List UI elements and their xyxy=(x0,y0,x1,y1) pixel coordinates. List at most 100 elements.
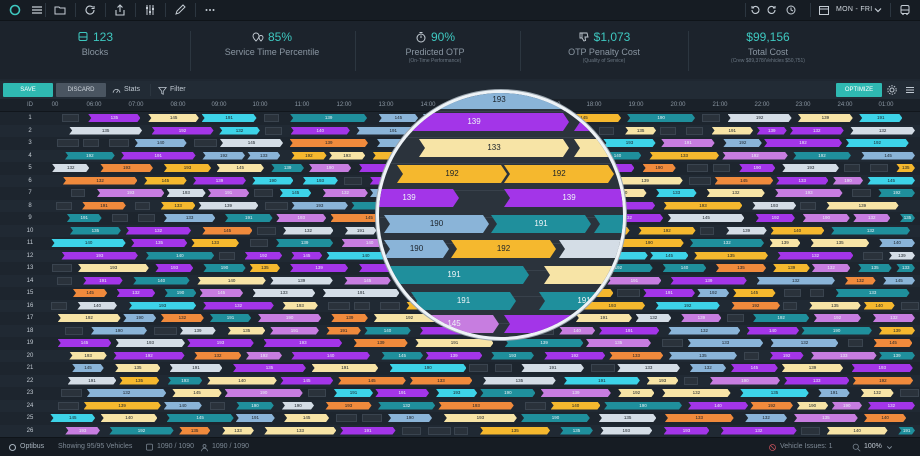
trip-block[interactable]: 192 xyxy=(753,314,809,322)
trip-block[interactable]: 190 xyxy=(832,402,862,410)
trip-block[interactable]: 139 xyxy=(193,177,246,185)
trip-block[interactable]: 190 xyxy=(91,327,147,335)
trip-block[interactable]: 192 xyxy=(728,114,792,122)
trip-block[interactable]: 132 xyxy=(771,339,839,347)
magnified-trip-block[interactable]: 193 xyxy=(399,91,599,109)
trip-block[interactable]: 191 xyxy=(643,289,695,297)
trip-block[interactable]: 135 xyxy=(669,352,737,360)
trip-block[interactable]: 132 xyxy=(845,277,876,285)
magnified-trip-block[interactable]: 190 xyxy=(384,215,489,233)
trip-block[interactable]: 192 xyxy=(374,314,445,322)
magnified-trip-block[interactable]: 192 xyxy=(451,240,556,258)
trip-block[interactable]: 190 xyxy=(710,377,780,385)
magnified-trip-block[interactable]: 191 xyxy=(539,292,626,310)
trip-block[interactable]: 192 xyxy=(697,289,729,297)
magnified-trip-block[interactable] xyxy=(544,266,626,284)
trip-block[interactable]: 191 xyxy=(170,364,223,372)
trip-block[interactable]: 193 xyxy=(61,252,137,260)
trip-block[interactable]: 135 xyxy=(70,227,121,235)
magnified-trip-block[interactable]: 192 xyxy=(397,165,507,183)
trip-block[interactable]: 192 xyxy=(245,252,283,260)
trip-block[interactable]: 193 xyxy=(325,402,371,410)
trip-block[interactable]: 135 xyxy=(119,377,159,385)
magnified-trip-block[interactable]: 190 xyxy=(384,240,449,258)
trip-block[interactable]: 190 xyxy=(739,164,775,172)
trip-block[interactable]: 140 xyxy=(879,239,915,247)
trip-block[interactable]: 193 xyxy=(168,377,202,385)
trip-block[interactable]: 132 xyxy=(126,227,191,235)
trip-block[interactable]: 191 xyxy=(334,389,373,397)
trip-block[interactable]: 145 xyxy=(280,189,311,197)
trip-block[interactable]: 193 xyxy=(155,264,193,272)
trip-block[interactable]: 193 xyxy=(78,264,149,272)
trip-block[interactable]: 132 xyxy=(790,127,844,135)
trip-block[interactable]: 132 xyxy=(63,177,138,185)
trip-block[interactable]: 132 xyxy=(873,314,915,322)
trip-block[interactable]: 140 xyxy=(164,402,202,410)
trip-block[interactable]: 191 xyxy=(67,214,102,222)
trip-block[interactable]: 190 xyxy=(236,402,274,410)
trip-block[interactable]: 190 xyxy=(803,214,850,222)
trip-block[interactable]: 135 xyxy=(858,264,891,272)
trip-block[interactable]: 133 xyxy=(688,339,763,347)
trip-block[interactable]: 140 xyxy=(688,402,748,410)
trip-block[interactable]: 133 xyxy=(222,427,254,435)
trip-block[interactable]: 135 xyxy=(228,327,266,335)
trip-block[interactable]: 133 xyxy=(247,152,280,160)
trip-block[interactable]: 191 xyxy=(859,114,902,122)
trip-block[interactable]: 135 xyxy=(480,427,550,435)
trip-block[interactable]: 145 xyxy=(650,252,689,260)
trip-block[interactable]: 145 xyxy=(50,414,95,422)
trip-block[interactable]: 191 xyxy=(564,377,640,385)
trip-block[interactable]: 139 xyxy=(270,277,332,285)
trip-block[interactable]: 140 xyxy=(146,252,215,260)
trip-block[interactable]: 145 xyxy=(715,177,774,185)
trip-block[interactable]: 193 xyxy=(69,352,106,360)
trip-block[interactable]: 132 xyxy=(831,227,910,235)
trip-block[interactable]: 191 xyxy=(270,327,319,335)
magnified-trip-block[interactable] xyxy=(574,139,626,157)
trip-block[interactable]: 193 xyxy=(438,402,513,410)
magnified-trip-block[interactable]: 192 xyxy=(504,165,614,183)
trip-block[interactable]: 139 xyxy=(889,252,915,260)
trip-block[interactable]: 191 xyxy=(712,127,754,135)
trip-block[interactable]: 133 xyxy=(896,264,915,272)
trip-block[interactable]: 191 xyxy=(415,339,493,347)
trip-block[interactable]: 192 xyxy=(638,227,695,235)
trip-block[interactable]: 145 xyxy=(861,152,915,160)
trip-block[interactable]: 132 xyxy=(219,127,260,135)
trip-block[interactable]: 145 xyxy=(73,289,107,297)
trip-block[interactable]: 193 xyxy=(491,352,534,360)
trip-block[interactable]: 191 xyxy=(607,277,661,285)
trip-block[interactable]: 192 xyxy=(750,402,793,410)
trip-block[interactable]: 193 xyxy=(116,339,185,347)
trip-block[interactable]: 191 xyxy=(898,427,915,435)
trip-block[interactable]: 190 xyxy=(258,314,321,322)
optimize-button[interactable]: OPTIMIZE xyxy=(836,83,882,97)
trip-block[interactable]: 139 xyxy=(541,389,611,397)
trip-block[interactable]: 145 xyxy=(284,414,329,422)
trip-block[interactable]: 192 xyxy=(109,427,173,435)
trip-block[interactable]: 139 xyxy=(757,127,787,135)
trip-block[interactable]: 192 xyxy=(618,389,654,397)
trip-block[interactable]: 193 xyxy=(97,189,164,197)
stats-toggle[interactable]: Stats xyxy=(112,83,140,97)
trip-block[interactable]: 193 xyxy=(167,189,206,197)
trip-block[interactable]: 133 xyxy=(164,214,216,222)
trip-block[interactable]: 190 xyxy=(203,264,245,272)
trip-block[interactable]: 193 xyxy=(436,389,477,397)
trip-block[interactable]: 140 xyxy=(51,239,125,247)
trip-block[interactable]: 193 xyxy=(775,189,842,197)
trip-block[interactable]: 132 xyxy=(117,289,156,297)
trip-block[interactable]: 132 xyxy=(87,389,166,397)
trip-block[interactable]: 193 xyxy=(291,202,348,210)
trip-block[interactable]: 132 xyxy=(636,314,672,322)
trip-block[interactable]: 192 xyxy=(878,189,915,197)
trip-block[interactable]: 145 xyxy=(172,389,221,397)
trip-block[interactable]: 192 xyxy=(58,314,121,322)
trip-block[interactable]: 192 xyxy=(756,214,795,222)
trip-block[interactable]: 192 xyxy=(846,139,909,147)
trip-block[interactable]: 192 xyxy=(246,352,282,360)
trip-block[interactable]: 132 xyxy=(203,302,274,310)
trip-block[interactable]: 135 xyxy=(599,414,656,422)
